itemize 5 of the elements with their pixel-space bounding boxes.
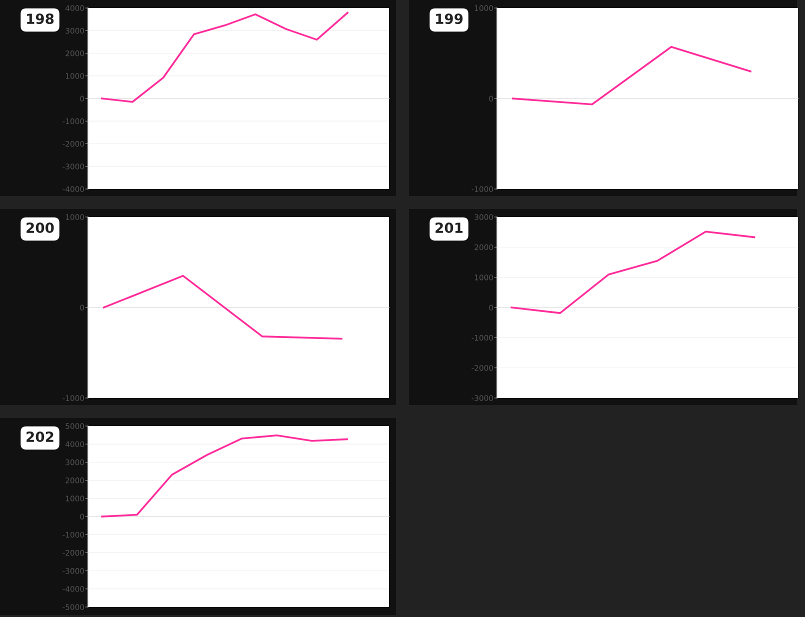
- chart-title: 201: [436, 222, 463, 234]
- chart-title: 198: [27, 14, 54, 24]
- chart-title: 200: [26, 222, 54, 234]
- chart-title: 199: [436, 14, 463, 24]
- chart-title: 202: [26, 432, 54, 442]
